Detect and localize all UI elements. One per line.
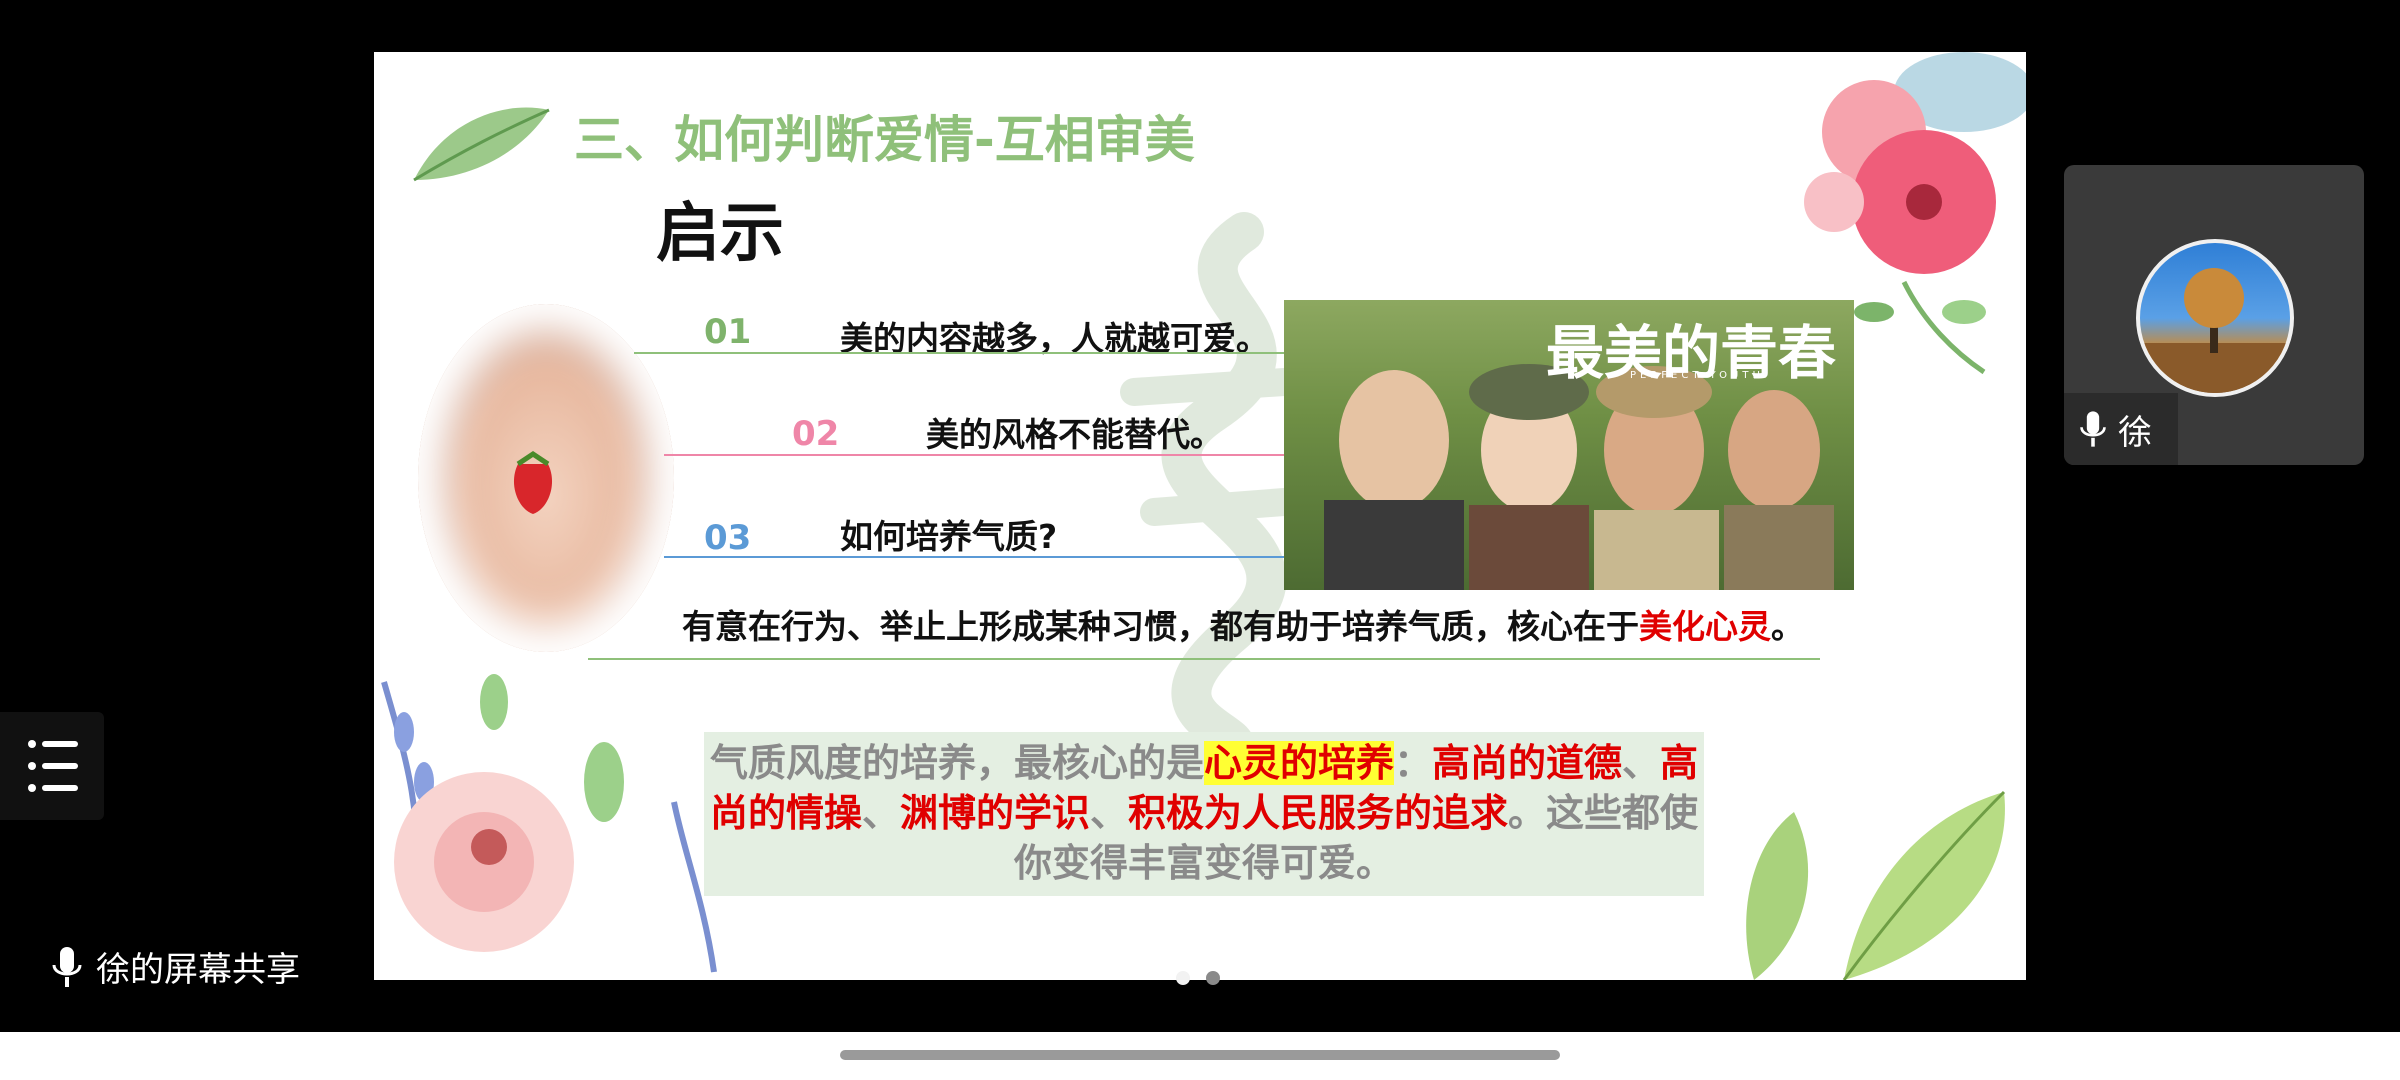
quote-sep-2: 、 bbox=[861, 791, 900, 835]
participant-name-bar: 徐 bbox=[2064, 393, 2178, 465]
summary-underline bbox=[588, 658, 1820, 660]
item-text-03: 如何培养气质? bbox=[840, 517, 1058, 556]
screen-share-label: 徐的屏幕共享 bbox=[50, 942, 300, 991]
slide-title: 三、如何判断爱情-互相审美 bbox=[574, 111, 1195, 169]
flower-decoration-top-right bbox=[1804, 52, 2026, 375]
quote-red-1: 高尚的道德 bbox=[1432, 741, 1623, 785]
participant-video-tile[interactable]: 徐 bbox=[2064, 165, 2364, 465]
quote-sep-3: 、 bbox=[1090, 791, 1129, 835]
item-underline-01 bbox=[634, 352, 1324, 354]
leaf-decoration-bottom-right bbox=[1746, 790, 2006, 980]
quote-red-3: 渊博的学识 bbox=[899, 791, 1090, 835]
poster-subtitle: PERFECT YOUTH bbox=[1629, 370, 1764, 381]
quote-text-1: 气质风度的培养，最核心的是 bbox=[709, 741, 1204, 785]
summary-sentence: 有意在行为、举止上形成某种习惯，都有助于培养气质，核心在于美化心灵。 bbox=[682, 600, 1804, 648]
summary-end: 。 bbox=[1771, 607, 1804, 646]
page-dot-active[interactable] bbox=[1176, 971, 1190, 985]
participant-name: 徐 bbox=[2118, 412, 2152, 453]
page-indicator bbox=[1168, 970, 1228, 989]
screen-share-text: 徐的屏幕共享 bbox=[96, 950, 300, 990]
quote-text-end: 。这些都使你变得丰富变得可爱。 bbox=[1013, 791, 1699, 885]
microphone-icon bbox=[52, 946, 82, 987]
tree-image bbox=[2140, 268, 2290, 393]
list-icon bbox=[28, 740, 78, 792]
quote-box: 气质风度的培养，最核心的是心灵的培养：高尚的道德、高尚的情操、渊博的学识、积极为… bbox=[704, 732, 1704, 896]
item-number-02: 02 bbox=[792, 414, 840, 454]
poster-title: 最美的青春 bbox=[1545, 319, 1836, 387]
summary-text: 有意在行为、举止上形成某种习惯，都有助于培养气质，核心在于 bbox=[682, 607, 1639, 646]
page-dot[interactable] bbox=[1206, 971, 1220, 985]
menu-button[interactable] bbox=[0, 712, 104, 820]
strawberry-icon bbox=[513, 450, 553, 514]
shared-slide: 三、如何判断爱情-互相审美 启示 01 美的内容越多，人就越可爱。 02 美的风… bbox=[374, 52, 2026, 980]
participant-avatar bbox=[2136, 239, 2294, 397]
hand-strawberry-photo bbox=[418, 304, 674, 652]
home-indicator[interactable] bbox=[840, 1050, 1560, 1060]
quote-highlight: 心灵的培养 bbox=[1203, 741, 1394, 785]
quote-red-2: 高尚的情操 bbox=[709, 741, 1699, 835]
item-text-01: 美的内容越多，人就越可爱。 bbox=[840, 319, 1269, 358]
quote-sep-1: 、 bbox=[1622, 741, 1661, 785]
leaf-decoration-top-left bbox=[413, 107, 550, 182]
item-number-01: 01 bbox=[704, 312, 752, 352]
poster-people-illustration bbox=[1324, 364, 1834, 590]
item-text-02: 美的风格不能替代。 bbox=[926, 415, 1223, 454]
item-underline-03 bbox=[664, 556, 1364, 558]
item-number-03: 03 bbox=[704, 518, 752, 558]
summary-emphasis: 美化心灵 bbox=[1639, 607, 1771, 646]
flower-decoration-bottom-left bbox=[381, 674, 717, 973]
item-underline-02 bbox=[664, 454, 1344, 456]
quote-colon: ： bbox=[1393, 741, 1432, 785]
slide-heading: 启示 bbox=[656, 197, 784, 271]
movie-poster-image: 最美的青春 PERFECT YOUTH bbox=[1284, 300, 1854, 590]
microphone-icon bbox=[2080, 411, 2106, 447]
quote-red-4: 积极为人民服务的追求 bbox=[1128, 791, 1509, 835]
